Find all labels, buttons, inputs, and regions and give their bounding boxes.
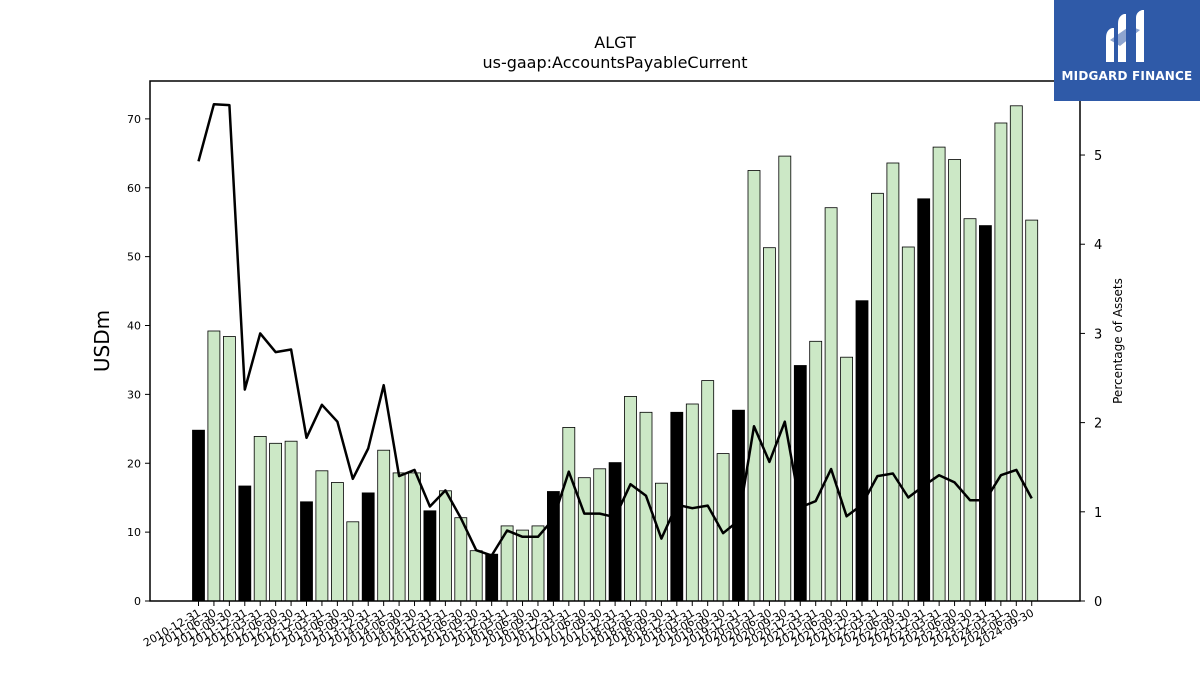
bar	[732, 409, 745, 602]
midgard-finance-logo: MIDGARD FINANCE	[1054, 0, 1200, 101]
y-tick-label: 10	[127, 526, 141, 539]
y-tick-label: 20	[127, 457, 141, 470]
bar	[948, 159, 961, 602]
bar	[330, 482, 344, 602]
bar	[685, 403, 699, 602]
bar	[994, 122, 1008, 602]
bar	[855, 300, 869, 602]
bar	[516, 529, 529, 602]
y2-tick-label: 1	[1094, 506, 1102, 521]
y-tick-label: 60	[127, 182, 141, 195]
y2-tick-label: 3	[1094, 327, 1102, 342]
y-tick-label: 70	[127, 113, 141, 126]
y2-axis-label: Percentage of Assets	[1111, 278, 1125, 404]
bar	[192, 429, 205, 602]
bar	[562, 426, 576, 602]
bar	[809, 340, 823, 602]
y2-tick-label: 0	[1094, 595, 1102, 610]
chart-subtitle: us-gaap:AccountsPayableCurrent	[482, 53, 747, 72]
bar	[979, 225, 992, 602]
bar	[454, 517, 468, 602]
bar	[253, 435, 267, 602]
y2-tick-label: 5	[1094, 149, 1102, 164]
bar	[886, 162, 900, 602]
bar	[917, 198, 931, 602]
bar	[408, 472, 421, 602]
bar	[840, 356, 853, 602]
y2-tick-label: 4	[1094, 238, 1102, 253]
bar	[284, 440, 298, 602]
bar	[932, 146, 946, 602]
y-axis-right: 0 1 2 3 4 5	[1080, 149, 1102, 610]
bar	[392, 472, 406, 602]
y-tick-label: 40	[127, 320, 141, 333]
bar	[269, 442, 283, 602]
y-tick-label: 30	[127, 388, 141, 401]
line-group	[197, 102, 1033, 557]
x-axis: 2010-12-312011-06-302011-09-302011-12-31…	[141, 601, 1036, 650]
bar	[346, 521, 360, 602]
bar	[593, 468, 607, 602]
percentage-line	[197, 102, 1033, 557]
y-axis-label: USDm	[90, 310, 114, 372]
bar	[1009, 105, 1023, 602]
y-tick-label: 0	[134, 595, 141, 608]
bar	[315, 470, 329, 602]
y2-tick-label: 2	[1094, 417, 1102, 432]
bar	[423, 510, 437, 602]
bar	[901, 246, 915, 602]
bar	[485, 553, 499, 602]
bar-group	[192, 105, 1039, 602]
bar	[207, 330, 221, 602]
bar	[377, 449, 391, 602]
bar	[763, 247, 776, 602]
bar	[778, 155, 792, 602]
brand-name: MIDGARD FINANCE	[1061, 69, 1193, 83]
bar	[701, 380, 715, 602]
bar	[222, 336, 236, 602]
y-tick-label: 50	[127, 251, 141, 264]
bar	[469, 550, 483, 602]
chart-title: ALGT	[594, 33, 636, 52]
bar	[608, 462, 622, 602]
bar	[300, 501, 313, 602]
bar	[438, 490, 452, 602]
bar	[361, 492, 375, 602]
bar	[655, 482, 668, 602]
bar	[871, 192, 884, 602]
y-axis-left: 0 10 20 30 40 50 60 70	[127, 113, 150, 608]
midgard-logo-icon	[1106, 10, 1144, 62]
bar	[747, 170, 761, 602]
bar	[577, 477, 591, 602]
bar	[624, 395, 637, 602]
bar	[238, 485, 252, 602]
bar	[963, 218, 977, 602]
bar	[1025, 219, 1039, 602]
bar	[824, 207, 838, 602]
